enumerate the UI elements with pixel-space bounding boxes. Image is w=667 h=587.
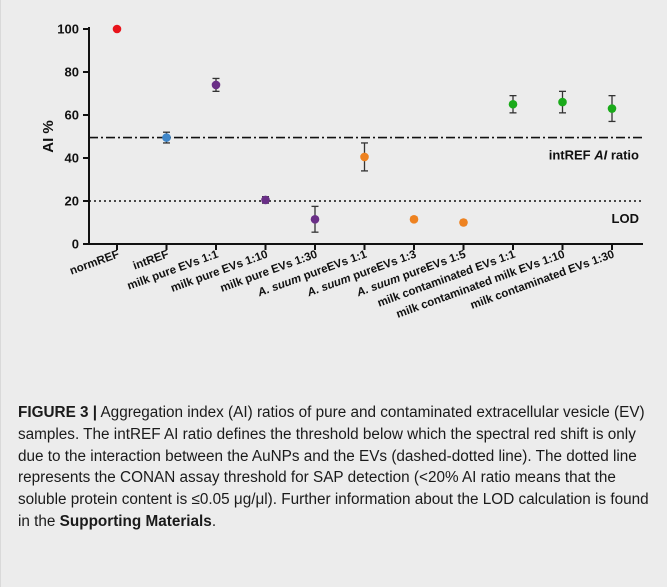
y-tick-label: 40: [65, 151, 79, 166]
data-point: [310, 214, 320, 224]
data-point: [607, 104, 617, 113]
data-point: [261, 195, 270, 205]
y-tick-label: 100: [57, 22, 79, 37]
lod-label: LOD: [612, 211, 639, 226]
caption-bold-tail: Supporting Materials: [59, 512, 212, 530]
y-tick-label: 0: [72, 237, 79, 252]
caption-text: Aggregation index (AI) ratios of pure an…: [18, 404, 649, 530]
data-point: [162, 133, 171, 142]
caption-end: .: [211, 512, 217, 530]
x-tick-label: normREF: [68, 249, 121, 278]
data-point: [459, 218, 468, 227]
data-point: [112, 24, 122, 34]
intref-ratio-label: intREF AI ratio: [549, 148, 639, 163]
y-tick-label: 80: [65, 65, 79, 80]
data-point: [558, 97, 567, 107]
y-tick-label: 60: [65, 108, 79, 123]
y-tick-label: 20: [65, 194, 79, 209]
data-point: [508, 99, 518, 109]
data-point: [360, 152, 369, 162]
data-point: [409, 214, 419, 224]
figure-caption: FIGURE 3 | Aggregation index (AI) ratios…: [18, 402, 650, 533]
caption-label: FIGURE 3 |: [18, 404, 98, 421]
data-point: [211, 80, 221, 90]
y-axis-title: AI %: [40, 120, 57, 153]
